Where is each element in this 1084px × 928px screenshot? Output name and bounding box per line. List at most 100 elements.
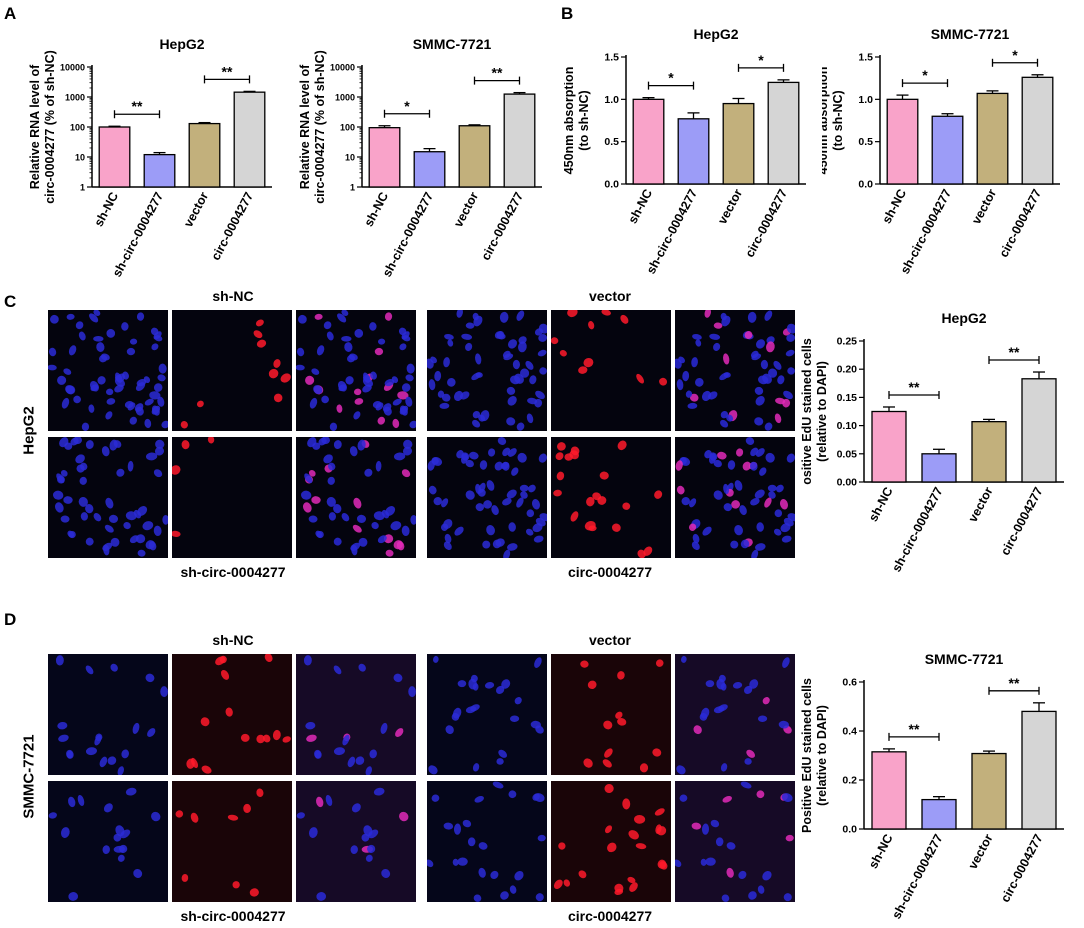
cell-nucleus	[137, 506, 148, 516]
cell-nucleus	[570, 446, 580, 456]
cell-nucleus	[656, 826, 667, 836]
cell-nucleus	[305, 375, 315, 385]
x-tick-label: sh-circ-0004277	[889, 485, 945, 574]
cell-nucleus	[427, 859, 434, 868]
y-axis-label: 450nm absorption	[822, 67, 830, 175]
cell-nucleus	[507, 448, 517, 457]
bar	[921, 798, 957, 830]
cell-nucleus	[740, 781, 752, 789]
cell-nucleus	[77, 794, 85, 806]
cell-nucleus	[622, 798, 631, 810]
cell-nucleus	[371, 522, 379, 530]
cell-nucleus	[563, 879, 571, 887]
cell-nucleus	[370, 371, 377, 380]
x-tick-label: circ-0004277	[998, 832, 1046, 905]
cell-nucleus	[75, 321, 84, 330]
cell-nucleus	[567, 310, 578, 318]
cell-nucleus	[221, 669, 230, 680]
cell-nucleus	[454, 526, 464, 536]
y-axis-label: (to sh-NC)	[831, 90, 845, 150]
cell-nucleus	[48, 364, 57, 371]
y-tick-label: 0.20	[837, 364, 858, 376]
bar	[1021, 710, 1057, 830]
cell-nucleus	[535, 390, 545, 400]
cell-nucleus	[507, 395, 517, 406]
cell-nucleus	[768, 491, 776, 499]
cell-nucleus	[264, 654, 273, 663]
cell-nucleus	[60, 469, 68, 477]
cell-nucleus	[181, 873, 189, 882]
chart-b-hepg2: HepG2 450nm absorption (to sh-NC) 0.0 0.5 1.0…	[564, 26, 806, 276]
cell-nucleus	[517, 452, 527, 463]
cell-nucleus	[365, 854, 373, 862]
cell-nucleus	[726, 867, 734, 878]
cell-nucleus	[501, 679, 511, 689]
cell-nucleus	[757, 885, 765, 894]
cell-nucleus	[399, 405, 409, 415]
cell-nucleus	[357, 439, 366, 451]
cell-nucleus	[373, 787, 385, 796]
cell-nucleus	[68, 892, 79, 901]
cell-nucleus	[500, 891, 509, 900]
cell-nucleus	[509, 885, 517, 894]
cell-nucleus	[525, 528, 534, 536]
significance-label: **	[492, 65, 503, 81]
cell-nucleus	[691, 357, 698, 368]
cell-nucleus	[456, 450, 464, 459]
cell-nucleus	[348, 353, 358, 361]
bar	[1021, 76, 1054, 185]
cell-nucleus	[518, 341, 527, 353]
cell-nucleus	[617, 671, 625, 680]
cell-nucleus	[157, 374, 166, 382]
cell-nucleus	[351, 803, 361, 813]
cell-nucleus	[537, 349, 547, 357]
cell-nucleus	[535, 893, 544, 902]
cell-nucleus	[151, 811, 161, 822]
cell-nucleus	[196, 400, 204, 408]
cell-nucleus	[601, 310, 611, 316]
cell-nucleus	[614, 888, 624, 895]
cell-nucleus	[498, 749, 507, 758]
cell-nucleus	[689, 498, 697, 508]
cell-nucleus	[381, 869, 391, 879]
cell-nucleus	[347, 756, 356, 768]
cell-nucleus	[525, 360, 534, 370]
cell-nucleus	[754, 386, 764, 395]
cell-nucleus	[520, 491, 528, 499]
cell-nucleus	[507, 543, 518, 551]
cell-nucleus	[762, 870, 772, 881]
y-tick-label: 0.5	[858, 136, 873, 148]
cell-nucleus	[722, 795, 732, 803]
cell-nucleus	[558, 842, 566, 850]
micro-c-row-label: HepG2	[20, 406, 38, 455]
cell-nucleus	[467, 837, 476, 847]
cell-nucleus	[526, 509, 535, 518]
cell-nucleus	[716, 678, 726, 690]
cell-nucleus	[97, 376, 106, 385]
cell-nucleus	[754, 417, 764, 426]
cell-nucleus	[240, 733, 250, 742]
significance-label: **	[222, 63, 233, 79]
chart-title: HepG2	[693, 26, 738, 42]
y-tick-label: 100	[70, 123, 85, 133]
cell-nucleus	[756, 790, 765, 799]
cell-nucleus	[105, 497, 114, 509]
cell-nucleus	[478, 414, 486, 422]
panel-label-b: B	[561, 4, 574, 23]
cell-nucleus	[385, 506, 396, 516]
micro-c-merge-top-vector	[675, 310, 795, 431]
cell-nucleus	[676, 765, 686, 775]
cell-nucleus	[511, 467, 519, 476]
cell-nucleus	[497, 437, 507, 445]
cell-nucleus	[538, 323, 547, 334]
cell-nucleus	[704, 310, 711, 318]
cell-nucleus	[122, 371, 129, 380]
cell-nucleus	[85, 537, 94, 546]
cell-nucleus	[767, 484, 777, 492]
cell-nucleus	[693, 725, 702, 735]
cell-nucleus	[401, 525, 410, 537]
x-tick-label: sh-circ-0004277	[380, 190, 436, 279]
cell-nucleus	[315, 530, 323, 538]
cell-nucleus	[102, 542, 113, 551]
cell-nucleus	[431, 794, 440, 802]
